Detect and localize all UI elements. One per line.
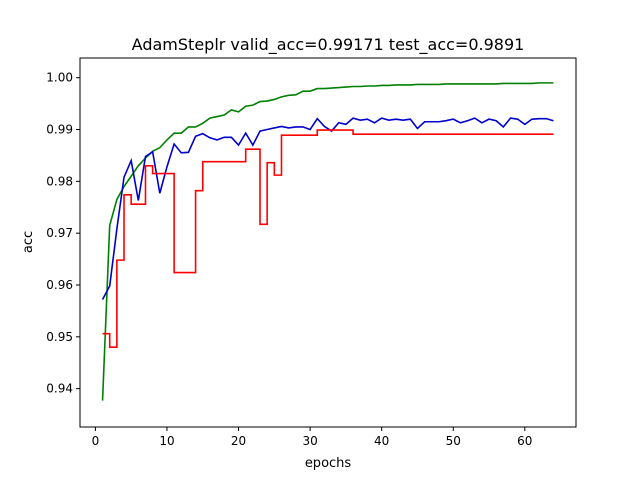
x-tick-label: 10 bbox=[159, 434, 174, 448]
y-tick-label: 0.96 bbox=[46, 278, 73, 292]
y-tick-label: 0.97 bbox=[46, 226, 73, 240]
series-line-2 bbox=[101, 117, 554, 300]
x-tick-label: 40 bbox=[374, 434, 389, 448]
x-tick-label: 20 bbox=[231, 434, 246, 448]
y-tick-label: 0.98 bbox=[46, 174, 73, 188]
y-axis: 0.94 0.95 0.96 0.97 0.98 0.99 1.00 bbox=[46, 71, 80, 396]
y-tick-label: 0.95 bbox=[46, 330, 73, 344]
x-tick-label: 0 bbox=[92, 434, 100, 448]
x-tick-label: 60 bbox=[517, 434, 532, 448]
series-line-3 bbox=[102, 129, 554, 348]
x-axis: 0 10 20 30 40 50 60 bbox=[92, 427, 532, 448]
y-tick-label: 1.00 bbox=[46, 71, 73, 85]
x-tick-label: 50 bbox=[446, 434, 461, 448]
y-axis-label: acc bbox=[21, 231, 36, 253]
series-line-1 bbox=[101, 82, 554, 401]
y-tick-label: 0.94 bbox=[46, 382, 73, 396]
plot-area bbox=[79, 57, 577, 428]
series-layer bbox=[101, 82, 554, 401]
plot-frame bbox=[79, 57, 577, 428]
x-axis-label: epochs bbox=[305, 456, 352, 471]
x-tick-label: 30 bbox=[302, 434, 317, 448]
y-tick-label: 0.99 bbox=[46, 123, 73, 137]
chart-title: AdamSteplr valid_acc=0.99171 test_acc=0.… bbox=[132, 35, 525, 55]
